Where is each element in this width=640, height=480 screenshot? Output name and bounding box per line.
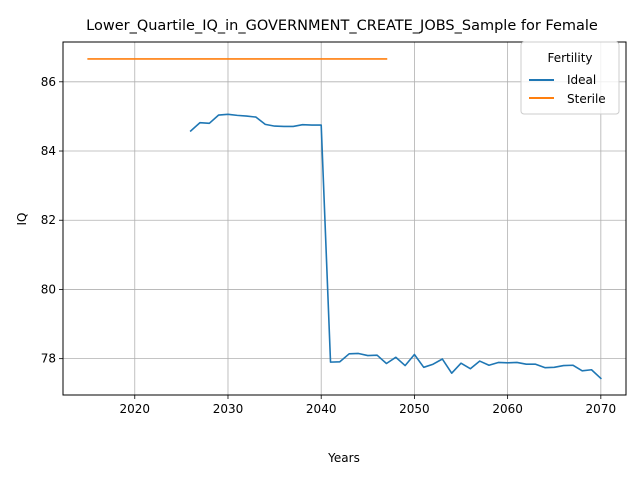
x-tick-label-2050: 2050 (399, 402, 430, 416)
legend: Fertility Ideal Sterile (520, 41, 620, 115)
y-axis-label: IQ (15, 213, 29, 226)
legend-entry-sterile: Sterile (567, 92, 606, 106)
y-tick-label-82: 82 (41, 213, 56, 227)
x-tick-label-2070: 2070 (586, 402, 617, 416)
y-tick-label-80: 80 (41, 282, 56, 296)
series-lines (87, 58, 602, 380)
chart-title: Lower_Quartile_IQ_in_GOVERNMENT_CREATE_J… (86, 18, 598, 34)
legend-entry-ideal: Ideal (567, 73, 596, 87)
x-axis: 2020 2030 2040 2050 2060 2070 (119, 395, 616, 416)
x-tick-label-2060: 2060 (492, 402, 523, 416)
series-line-ideal (189, 113, 602, 380)
x-tick-label-2040: 2040 (306, 402, 337, 416)
x-tick-label-2030: 2030 (213, 402, 244, 416)
x-axis-label: Years (327, 451, 360, 465)
plot-frame (62, 41, 627, 396)
x-tick-label-2020: 2020 (119, 402, 150, 416)
y-tick-label-86: 86 (41, 75, 56, 89)
y-axis: 78 80 82 84 86 (41, 75, 63, 366)
y-tick-label-84: 84 (41, 144, 56, 158)
y-tick-label-78: 78 (41, 352, 56, 366)
legend-title: Fertility (547, 51, 592, 65)
legend-box (520, 41, 620, 115)
